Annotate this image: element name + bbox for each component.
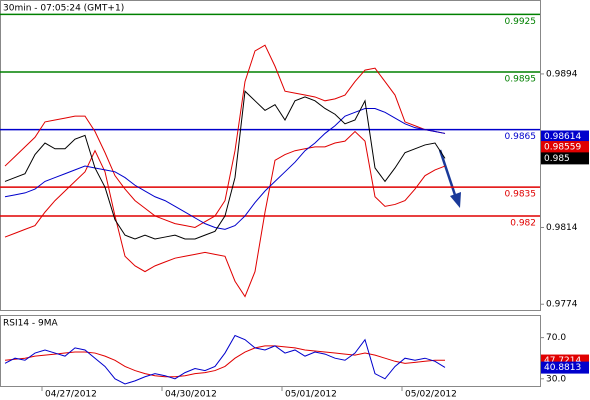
rsi-title: RSI14 - 9MA: [3, 319, 59, 329]
x-tick-label: 05/01/2012: [285, 390, 337, 400]
y-tick-label: 0.9774: [546, 300, 578, 310]
series-line: [4, 334, 446, 385]
level-label: 0.9865: [505, 132, 537, 142]
level-label: 0.9895: [505, 75, 537, 85]
trend-arrow-head: [450, 192, 461, 208]
series-line: [4, 130, 446, 298]
price-box: [541, 361, 589, 374]
series-line: [4, 44, 446, 228]
price-label: 47.7214: [544, 356, 581, 366]
y-tick-label: 70.0: [546, 333, 566, 343]
y-tick-label: 30.0: [546, 374, 566, 384]
chart-title: 30min - 07:05:24 (GMT+1): [3, 4, 124, 14]
rsi-panel: [0, 315, 541, 387]
price-label: 0.98614: [544, 132, 581, 142]
y-tick-label: 0.9814: [546, 223, 578, 233]
x-tick-label: 04/27/2012: [45, 390, 97, 400]
series-line: [4, 90, 446, 240]
level-label: 0.9835: [505, 190, 537, 200]
price-panel: [0, 0, 541, 311]
series-line: [4, 107, 446, 230]
x-tick-label: 05/02/2012: [405, 390, 457, 400]
y-tick-label: 0.9894: [546, 69, 578, 79]
level-label: 0.9925: [505, 17, 537, 27]
price-box: [541, 141, 589, 154]
price-box: [541, 130, 589, 143]
price-box: [541, 152, 589, 165]
price-label: 0.98559: [544, 143, 581, 153]
price-label: 0.985: [544, 154, 570, 164]
x-tick-label: 04/30/2012: [165, 390, 217, 400]
level-label: 0.982: [510, 218, 536, 228]
series-line: [4, 345, 445, 378]
price-label: 40.8813: [544, 363, 581, 373]
trend-arrow: [438, 149, 458, 199]
